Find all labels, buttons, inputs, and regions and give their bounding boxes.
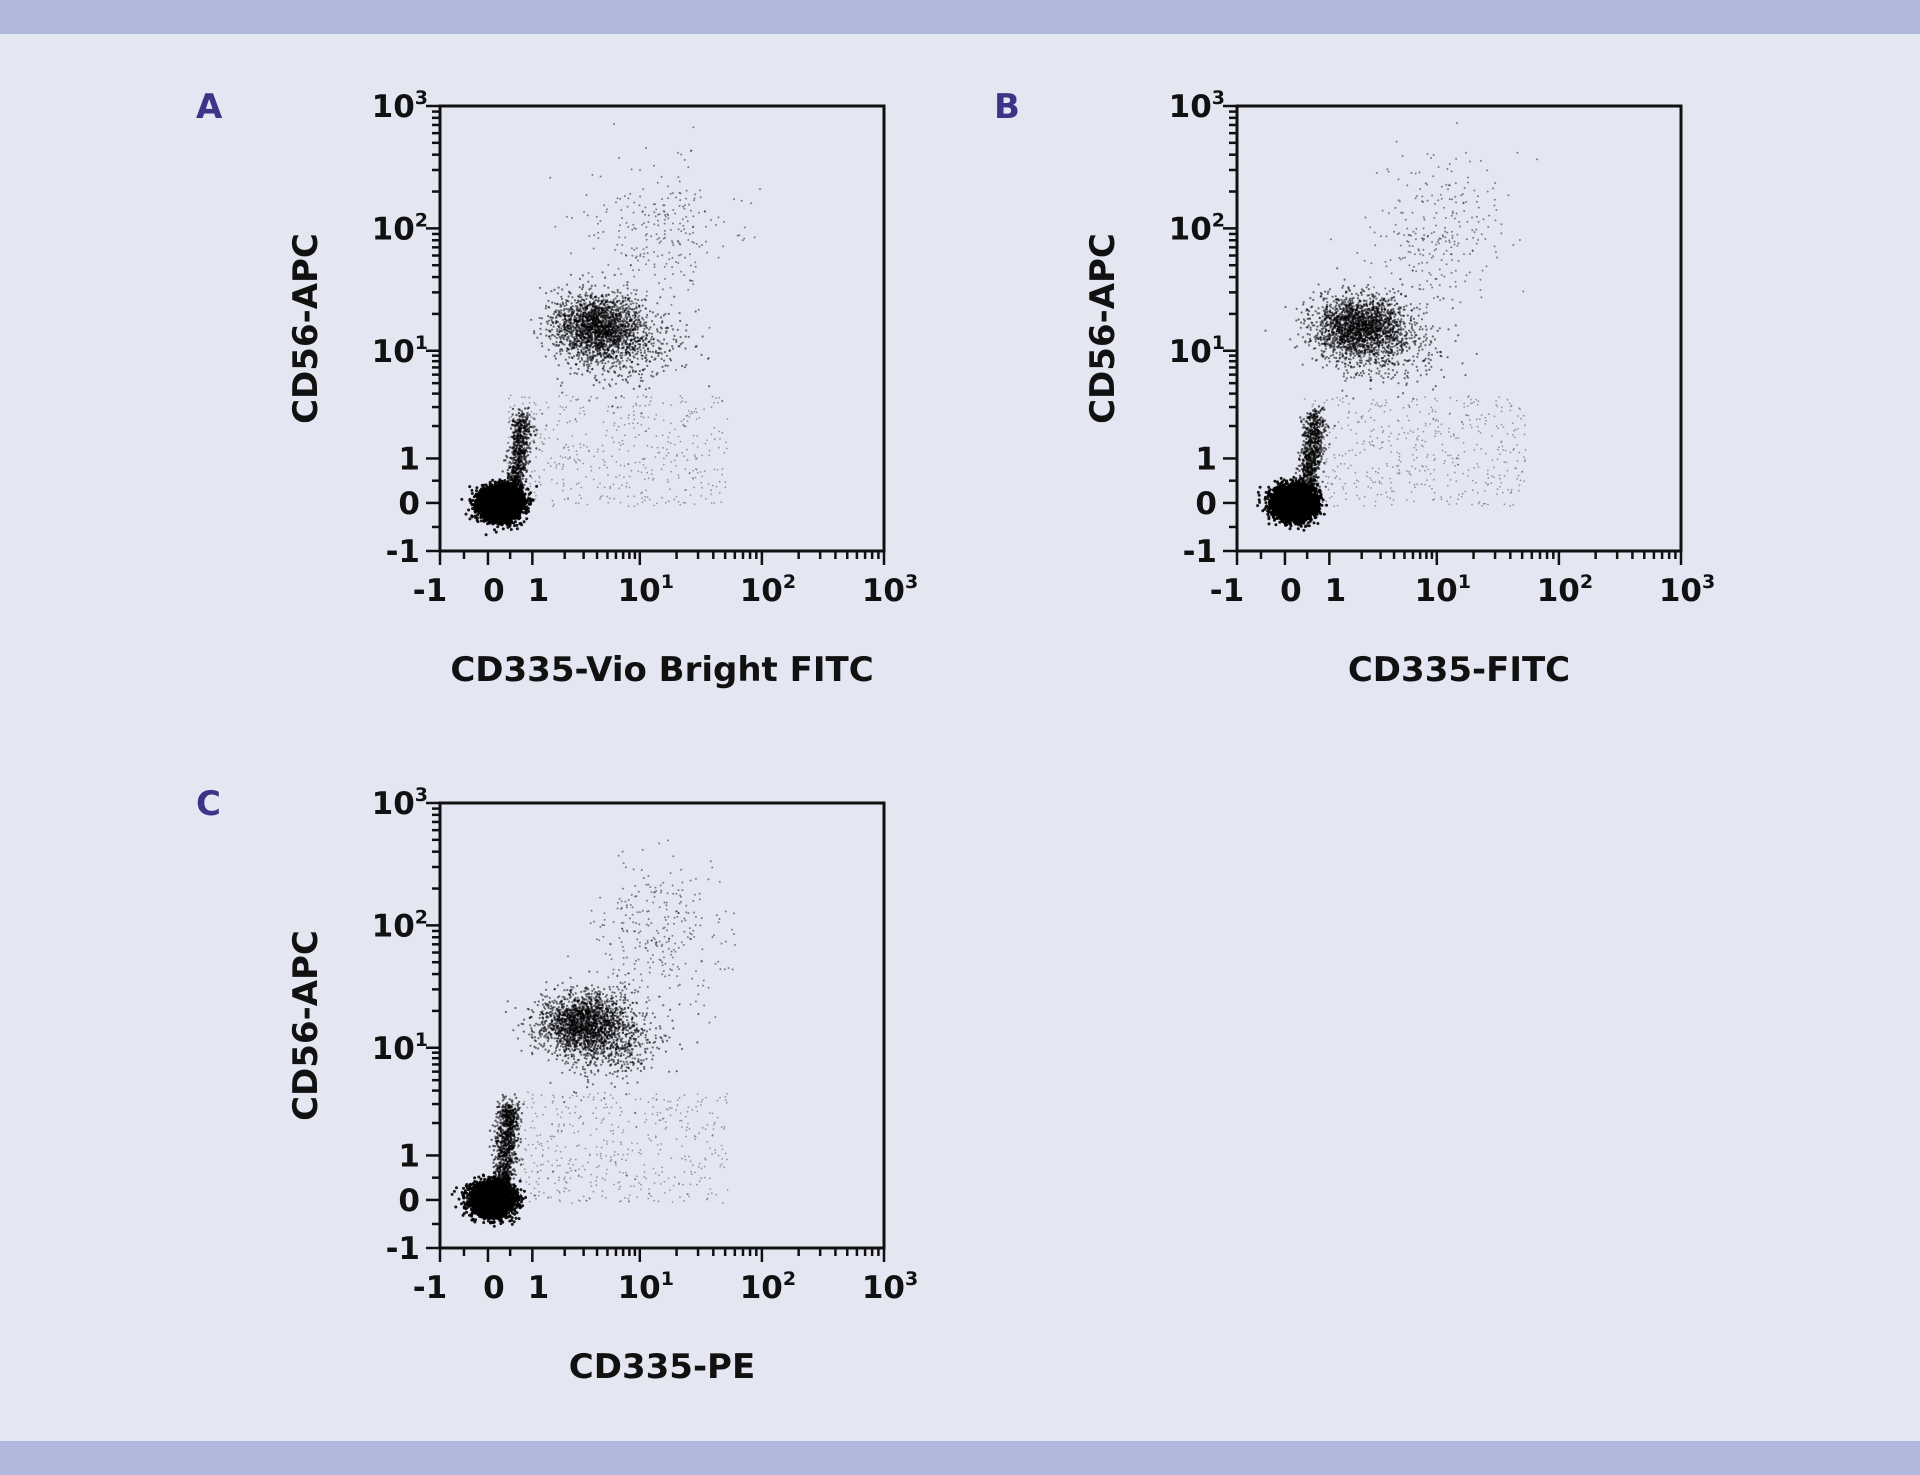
x-tick-label: -1 <box>1210 573 1244 609</box>
scatter-points <box>460 123 761 537</box>
x-tick-label: -1 <box>413 1270 447 1306</box>
plot-frame <box>438 104 886 553</box>
y-tick-label: 1 <box>1195 441 1217 477</box>
x-tick-label: 1 <box>528 573 550 609</box>
x-tick-label: 102 <box>740 571 796 609</box>
axis-ticks <box>1223 104 1683 565</box>
panel-c: C-1 0 1 101 102 103-101101102103CD335-PECD56-… <box>196 784 918 1387</box>
x-tick-label: 0 <box>1280 573 1302 609</box>
x-axis-title: CD335-PE <box>569 1347 755 1387</box>
top-band <box>0 0 1920 34</box>
y-tick-label: 101 <box>1169 332 1225 370</box>
axis-ticks <box>426 104 886 565</box>
y-tick-label: 0 <box>398 486 420 522</box>
y-tick-label: -1 <box>1183 534 1217 570</box>
y-tick-label: 0 <box>398 1183 420 1219</box>
x-axis-title: CD335-Vio Bright FITC <box>450 650 873 690</box>
plot-frame <box>1235 104 1683 553</box>
panel-b: B-1 0 1 101 102 103-101101102103CD335-FITCCD5… <box>994 87 1715 690</box>
y-tick-label: 103 <box>372 784 428 822</box>
scatter-points <box>450 839 736 1228</box>
x-tick-label: -1 <box>413 573 447 609</box>
panel-letter: B <box>994 87 1020 127</box>
y-tick-label: 0 <box>1195 486 1217 522</box>
x-tick-label: 103 <box>862 571 918 609</box>
y-tick-label: 1 <box>398 441 420 477</box>
y-tick-label: 101 <box>372 1029 428 1067</box>
y-tick-label: 102 <box>1169 209 1225 247</box>
bottom-band <box>0 1441 1920 1475</box>
y-tick-label: 102 <box>372 209 428 247</box>
y-tick-label: 1 <box>398 1138 420 1174</box>
y-tick-label: 103 <box>372 87 428 125</box>
x-tick-label: 101 <box>1415 571 1471 609</box>
y-axis-title: CD56-APC <box>286 930 326 1121</box>
x-tick-label: 101 <box>618 571 674 609</box>
x-tick-label: 103 <box>1659 571 1715 609</box>
y-axis-title: CD56-APC <box>286 233 326 424</box>
panel-letter: C <box>196 784 221 824</box>
axis-ticks <box>426 801 886 1262</box>
x-tick-label: 103 <box>862 1268 918 1306</box>
x-tick-label: 0 <box>483 1270 505 1306</box>
x-tick-label: 1 <box>528 1270 550 1306</box>
x-tick-label: 101 <box>618 1268 674 1306</box>
y-tick-label: 101 <box>372 332 428 370</box>
x-tick-label: 1 <box>1325 573 1347 609</box>
y-tick-label: -1 <box>386 1231 420 1267</box>
x-tick-label: 102 <box>1537 571 1593 609</box>
x-axis-title: CD335-FITC <box>1348 650 1570 690</box>
scatter-points <box>1256 122 1538 532</box>
x-tick-label: 102 <box>740 1268 796 1306</box>
y-tick-label: 102 <box>372 906 428 944</box>
x-tick-label: 0 <box>483 573 505 609</box>
plot-frame <box>438 801 886 1250</box>
y-tick-label: -1 <box>386 534 420 570</box>
y-tick-label: 103 <box>1169 87 1225 125</box>
panel-letter: A <box>196 87 223 127</box>
y-axis-title: CD56-APC <box>1083 233 1123 424</box>
